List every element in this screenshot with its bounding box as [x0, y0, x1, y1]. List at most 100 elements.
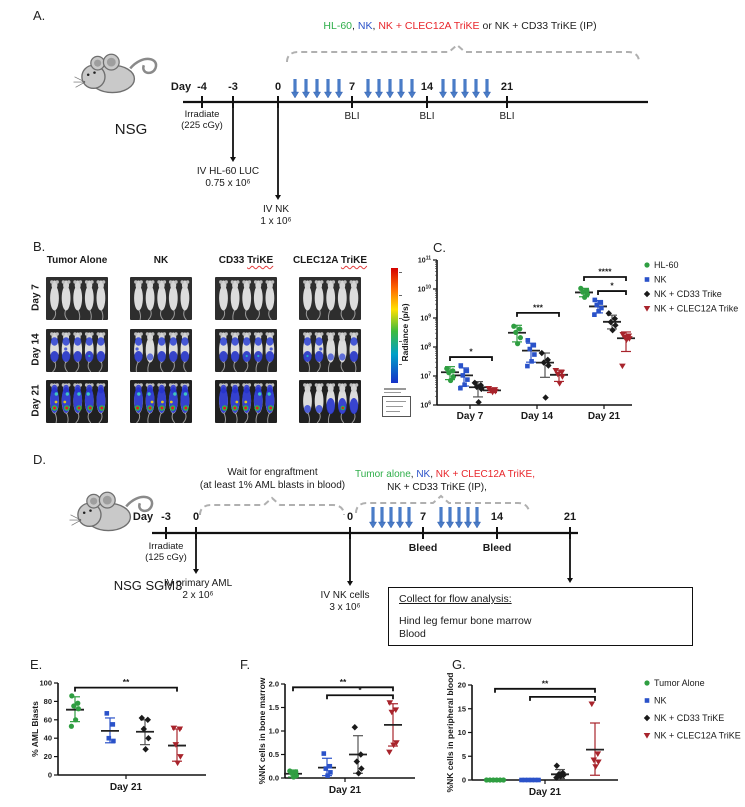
svg-text:Day 21: Day 21: [588, 411, 621, 422]
color-scale-tick: [399, 341, 402, 342]
wait-line-1: Wait for engraftment: [227, 467, 318, 478]
svg-text:HL-60: HL-60: [654, 260, 679, 270]
svg-text:Day 21: Day 21: [329, 785, 362, 796]
color-scale-minmax-text-line: [386, 406, 403, 407]
trike-underlined-word: TriKE: [247, 255, 274, 266]
svg-text:Radiance (p/s): Radiance (p/s): [400, 303, 410, 361]
svg-text:-3: -3: [228, 81, 238, 93]
svg-text:15: 15: [458, 704, 466, 713]
treatment-header-segment: or NK + CD33 TriKE (IP): [479, 20, 597, 32]
bli-row-label: Day 21: [30, 383, 42, 417]
color-scale-tick: [399, 318, 402, 319]
panel-a-treatment-header: HL-60, NK, NK + CLEC12A TriKE or NK + CD…: [250, 20, 670, 32]
svg-text:40: 40: [44, 734, 52, 743]
bli-image-cell: [130, 329, 192, 372]
treatment-header-segment: NK + CLEC12A TriKE,: [435, 469, 536, 480]
panel-e-aml-blasts-chart: 0 20 40 60 80 100 % AML Blasts Day 21 **: [30, 677, 206, 793]
svg-text:20: 20: [458, 681, 466, 690]
bli-column-header: CLEC12A TriKE: [292, 255, 368, 266]
svg-text:BLI: BLI: [419, 111, 434, 122]
mouse-cartoon: [73, 53, 158, 94]
svg-text:107: 107: [420, 372, 431, 381]
svg-text:Day: Day: [133, 511, 154, 523]
svg-text:NK + CLEC12A TriKE: NK + CLEC12A TriKE: [654, 731, 741, 741]
svg-text:(225 cGy): (225 cGy): [181, 120, 223, 131]
svg-text:80: 80: [44, 697, 52, 706]
treatment-header-segment: HL-60: [323, 20, 353, 32]
svg-text:60: 60: [44, 715, 52, 724]
svg-text:108: 108: [420, 343, 431, 352]
svg-text:*: *: [610, 281, 614, 291]
svg-text:-4: -4: [197, 81, 208, 93]
svg-text:NK + CLEC12A Trike: NK + CLEC12A Trike: [654, 304, 738, 314]
treatment-header-segment: NK: [357, 20, 373, 32]
svg-text:0.75 x 10⁶: 0.75 x 10⁶: [205, 178, 250, 189]
color-scale-caption-line: [384, 388, 406, 390]
svg-text:Day 21: Day 21: [110, 782, 143, 793]
svg-text:**: **: [340, 677, 347, 687]
panel-e-label: E.: [30, 657, 43, 672]
flow-analysis-line-2: Blood: [399, 628, 426, 641]
bli-column-header: CD33 TriKE: [218, 255, 274, 266]
treatment-header-segment: ,: [372, 20, 379, 32]
bli-image-cell: [215, 277, 277, 320]
svg-text:0: 0: [347, 511, 353, 523]
svg-text:3 x 10⁶: 3 x 10⁶: [329, 602, 360, 613]
svg-text:14: 14: [491, 511, 504, 523]
svg-text:1.5: 1.5: [269, 703, 279, 712]
svg-text:-3: -3: [161, 511, 171, 523]
svg-text:1010: 1010: [418, 285, 432, 294]
svg-text:1011: 1011: [418, 256, 431, 265]
svg-text:2.0: 2.0: [269, 680, 279, 689]
svg-text:**: **: [542, 678, 549, 688]
bli-image-cell: [299, 329, 361, 372]
svg-text:109: 109: [420, 314, 431, 323]
bli-image-cell: [299, 277, 361, 320]
treatment-header-segment: NK + CLEC12A TriKE: [378, 20, 480, 32]
svg-text:0: 0: [275, 81, 281, 93]
panel-f-nk-bone-marrow-chart: 0.0 0.5 1.0 1.5 2.0%NK cells in bone marrow D…: [257, 677, 415, 796]
svg-text:NK: NK: [654, 696, 667, 706]
svg-text:10: 10: [458, 728, 466, 737]
treatment-header-segment: ,: [410, 469, 417, 480]
svg-text:1.0: 1.0: [269, 727, 279, 736]
svg-text:0.0: 0.0: [269, 774, 279, 783]
panel-f-label: F.: [240, 657, 251, 672]
svg-text:*: *: [358, 685, 362, 695]
panel-d-wait-note: Wait for engraftment (at least 1% AML bla…: [165, 467, 380, 492]
wait-line-2: (at least 1% AML blasts in blood): [199, 479, 346, 491]
treatment-header-segment: NK: [416, 469, 431, 480]
svg-text:7: 7: [420, 511, 426, 523]
color-scale-tick: [399, 364, 402, 365]
svg-text:14: 14: [421, 81, 434, 93]
bli-row-label: Day 14: [30, 332, 42, 366]
svg-text:% AML Blasts: % AML Blasts: [30, 701, 40, 757]
svg-text:%NK cells in bone marrow: %NK cells in bone marrow: [257, 677, 267, 784]
panel-d-treatment-header-line1: Tumor alone, NK, NK + CLEC12A TriKE,: [330, 469, 560, 480]
svg-text:NK + CD33 TriKE: NK + CD33 TriKE: [654, 713, 724, 723]
color-scale-tick: [399, 295, 402, 296]
bli-image-cell: [46, 380, 108, 423]
treatment-header-segment: Tumor alone: [354, 469, 411, 480]
panel-a-label: A.: [33, 8, 46, 23]
mouse-cartoon: [69, 491, 154, 532]
color-scale-minmax-box: [382, 396, 411, 417]
svg-text:0.5: 0.5: [269, 750, 279, 759]
svg-text:0: 0: [462, 776, 466, 785]
color-scale-tick: [399, 272, 402, 273]
color-scale-caption-line: [384, 391, 401, 393]
svg-text:Irradiate: Irradiate: [149, 541, 184, 552]
svg-text:Tumor Alone: Tumor Alone: [654, 678, 705, 688]
svg-text:106: 106: [420, 401, 431, 410]
svg-text:**: **: [123, 677, 130, 687]
treatment-header-segment: ,: [352, 20, 358, 32]
svg-text:Bleed: Bleed: [409, 542, 438, 554]
svg-text:1 x 10⁶: 1 x 10⁶: [260, 216, 291, 227]
panel-a-timeline-diagram: Day -4 -3 0 7 14 21 Irradiate(225 cGy) BLI BLI BLI…: [73, 43, 648, 227]
svg-text:***: ***: [533, 302, 544, 312]
svg-text:21: 21: [501, 81, 513, 93]
svg-text:*: *: [469, 347, 473, 357]
bli-image-cell: [46, 329, 108, 372]
svg-text:%NK cells in peripheral blood: %NK cells in peripheral blood: [445, 673, 455, 793]
